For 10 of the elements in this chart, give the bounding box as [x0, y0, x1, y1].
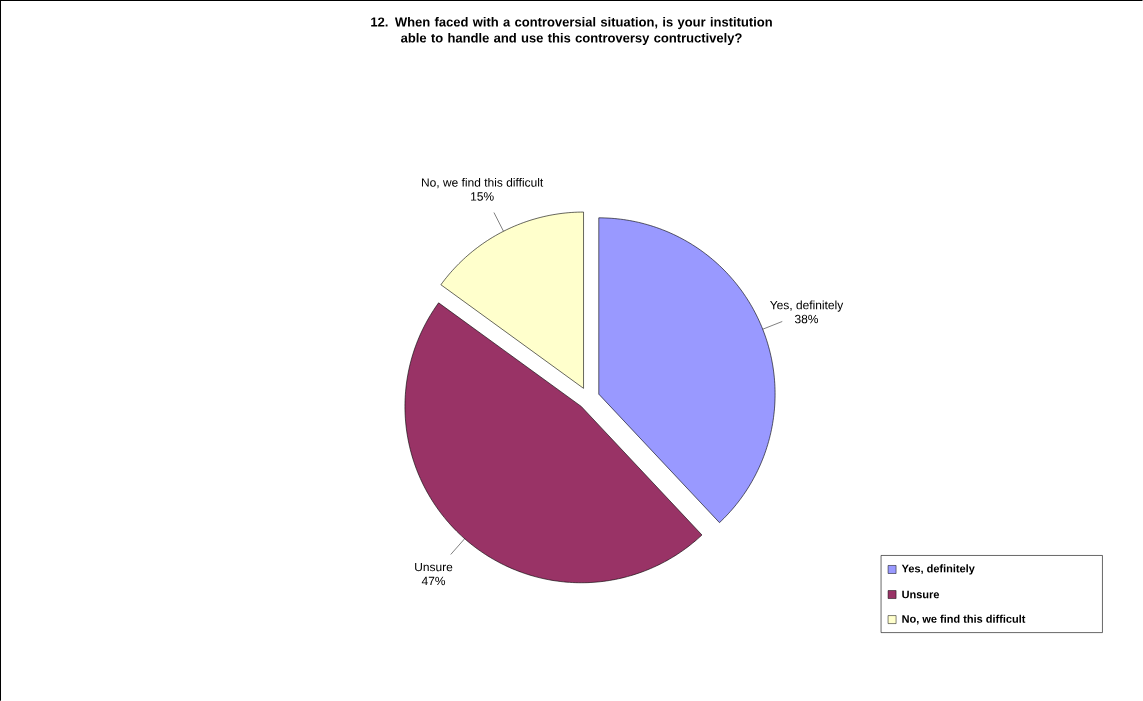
data-label: 15% — [471, 192, 494, 201]
legend-label: No, we find this difficult — [902, 614, 1026, 625]
legend-label: Unsure — [902, 590, 940, 599]
slice-label: No, we find this difficult — [421, 177, 544, 189]
legend-label: Yes, definitely — [901, 564, 975, 575]
chart-title: 12. When faced with a controversial situation, is your institution able to handle and use this controversy contructively? — [371, 16, 772, 45]
slice-label: Unsure — [415, 562, 453, 572]
data-label: 38% — [794, 314, 819, 324]
slice-label: Yes, definitely — [770, 300, 844, 312]
data-label: 47% — [421, 576, 446, 586]
